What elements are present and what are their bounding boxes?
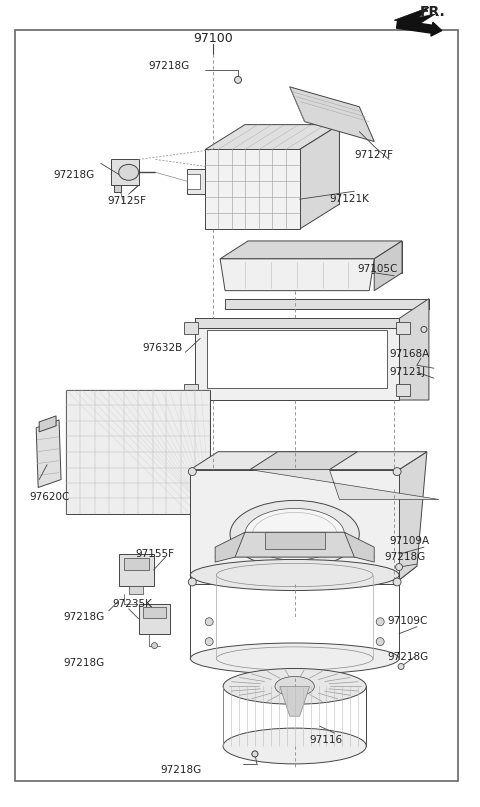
Polygon shape bbox=[250, 452, 357, 470]
Text: 97218G: 97218G bbox=[384, 552, 425, 562]
Polygon shape bbox=[248, 241, 402, 273]
Polygon shape bbox=[207, 330, 387, 388]
Circle shape bbox=[152, 642, 157, 649]
Polygon shape bbox=[344, 533, 374, 562]
Polygon shape bbox=[245, 124, 339, 204]
Ellipse shape bbox=[119, 165, 139, 180]
Polygon shape bbox=[190, 470, 399, 584]
Polygon shape bbox=[205, 124, 339, 149]
Text: 97218G: 97218G bbox=[53, 170, 95, 180]
Polygon shape bbox=[119, 554, 154, 586]
Text: 97218G: 97218G bbox=[63, 659, 104, 668]
Ellipse shape bbox=[190, 559, 399, 591]
Polygon shape bbox=[374, 241, 402, 291]
Polygon shape bbox=[396, 384, 410, 396]
Ellipse shape bbox=[223, 728, 366, 764]
Circle shape bbox=[188, 578, 196, 586]
Polygon shape bbox=[250, 470, 439, 500]
Polygon shape bbox=[225, 299, 429, 308]
Circle shape bbox=[376, 617, 384, 625]
Circle shape bbox=[398, 663, 404, 670]
Polygon shape bbox=[215, 533, 245, 562]
Text: 97109A: 97109A bbox=[389, 536, 429, 546]
Text: 97109C: 97109C bbox=[387, 616, 428, 625]
Polygon shape bbox=[36, 420, 61, 487]
Text: 97218G: 97218G bbox=[63, 612, 104, 621]
Text: 97632B: 97632B bbox=[143, 343, 183, 353]
Circle shape bbox=[205, 638, 213, 646]
Text: 97121J: 97121J bbox=[389, 367, 425, 377]
Ellipse shape bbox=[223, 668, 366, 705]
Polygon shape bbox=[220, 241, 402, 259]
Circle shape bbox=[393, 578, 401, 586]
Text: 97620C: 97620C bbox=[29, 492, 70, 503]
Text: 97218G: 97218G bbox=[160, 765, 202, 775]
Text: 97218G: 97218G bbox=[387, 651, 428, 662]
Text: 97127F: 97127F bbox=[354, 150, 393, 161]
Polygon shape bbox=[114, 186, 120, 192]
Circle shape bbox=[235, 77, 241, 83]
Polygon shape bbox=[143, 607, 167, 617]
Circle shape bbox=[376, 638, 384, 646]
Polygon shape bbox=[394, 7, 435, 24]
Text: 97100: 97100 bbox=[193, 31, 233, 44]
Polygon shape bbox=[195, 319, 399, 400]
Polygon shape bbox=[184, 323, 198, 334]
Circle shape bbox=[252, 751, 258, 757]
Ellipse shape bbox=[275, 676, 314, 696]
Polygon shape bbox=[215, 533, 374, 557]
Polygon shape bbox=[184, 384, 198, 396]
Circle shape bbox=[205, 617, 213, 625]
Polygon shape bbox=[265, 533, 324, 549]
Text: 97125F: 97125F bbox=[108, 196, 147, 206]
Text: 97121K: 97121K bbox=[329, 194, 369, 204]
Polygon shape bbox=[399, 299, 429, 400]
Polygon shape bbox=[39, 416, 56, 432]
Text: 97105C: 97105C bbox=[357, 264, 398, 274]
Ellipse shape bbox=[245, 508, 344, 560]
Polygon shape bbox=[396, 323, 410, 334]
Polygon shape bbox=[280, 687, 310, 716]
Text: 97168A: 97168A bbox=[389, 349, 430, 359]
Text: 97235K: 97235K bbox=[113, 599, 153, 608]
Polygon shape bbox=[111, 160, 139, 186]
Circle shape bbox=[188, 467, 196, 475]
Polygon shape bbox=[205, 149, 300, 229]
Polygon shape bbox=[66, 390, 210, 514]
Text: 97218G: 97218G bbox=[148, 61, 190, 71]
Polygon shape bbox=[195, 319, 399, 328]
Polygon shape bbox=[195, 566, 417, 584]
Polygon shape bbox=[394, 452, 427, 584]
Polygon shape bbox=[190, 452, 427, 470]
Polygon shape bbox=[300, 124, 339, 229]
Polygon shape bbox=[139, 604, 170, 633]
Polygon shape bbox=[124, 558, 148, 570]
Ellipse shape bbox=[190, 643, 399, 674]
Polygon shape bbox=[220, 259, 374, 291]
Polygon shape bbox=[290, 87, 374, 141]
Circle shape bbox=[421, 327, 427, 332]
Polygon shape bbox=[187, 169, 205, 194]
Polygon shape bbox=[129, 586, 143, 594]
FancyArrow shape bbox=[396, 20, 442, 36]
Ellipse shape bbox=[230, 500, 360, 568]
Circle shape bbox=[396, 563, 403, 571]
Text: 97155F: 97155F bbox=[136, 549, 175, 559]
Text: 97116: 97116 bbox=[310, 735, 343, 745]
Polygon shape bbox=[187, 174, 200, 190]
Circle shape bbox=[393, 467, 401, 475]
Text: FR.: FR. bbox=[420, 6, 446, 19]
Circle shape bbox=[252, 751, 258, 757]
